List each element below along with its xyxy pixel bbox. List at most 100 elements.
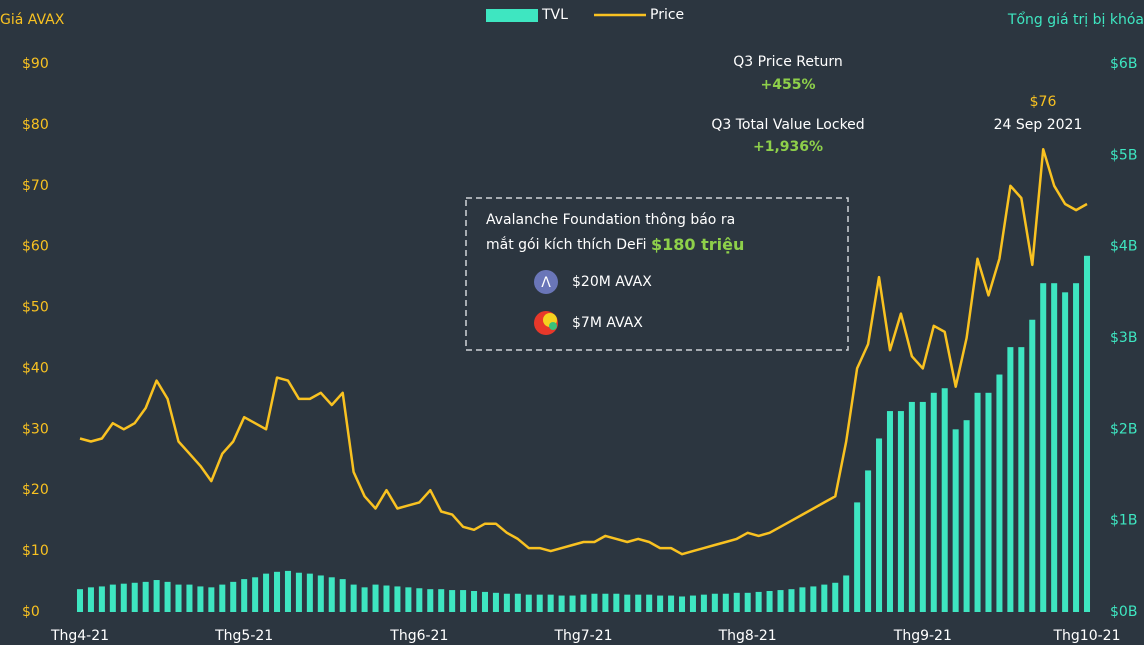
- bar: [558, 595, 565, 612]
- bar: [832, 582, 839, 612]
- x-tick-label: Thg8-21: [718, 628, 777, 644]
- bar: [766, 590, 773, 612]
- bar: [317, 575, 324, 612]
- bar: [722, 593, 729, 612]
- bar: [241, 579, 248, 612]
- bar: [514, 593, 521, 612]
- annotation: Q3 Price Return: [733, 54, 842, 70]
- bar: [492, 592, 499, 612]
- bar: [700, 594, 707, 612]
- annotation: +455%: [761, 77, 816, 93]
- annotation: $76: [1030, 94, 1057, 110]
- bar: [788, 589, 795, 612]
- y-tick-label: $60: [22, 239, 49, 255]
- bar: [930, 392, 937, 612]
- bar: [175, 584, 182, 612]
- bar: [339, 579, 346, 612]
- y2-tick-label: $1B: [1110, 513, 1137, 529]
- bar: [164, 581, 171, 612]
- bar: [372, 584, 379, 612]
- bar: [252, 577, 259, 612]
- bar: [1040, 283, 1047, 612]
- annotation: $7M AVAX: [572, 315, 643, 331]
- bar: [613, 593, 620, 612]
- bar: [1007, 347, 1014, 612]
- bar: [306, 573, 313, 612]
- bar: [908, 401, 915, 612]
- bar: [777, 590, 784, 612]
- bar: [1062, 292, 1069, 612]
- bar: [328, 577, 335, 612]
- bar: [843, 575, 850, 612]
- bar: [711, 593, 718, 612]
- bar: [755, 591, 762, 612]
- bar: [733, 592, 740, 612]
- x-tick-label: Thg9-21: [893, 628, 952, 644]
- bar: [503, 593, 510, 612]
- bar: [361, 587, 368, 612]
- legend-label: Price: [650, 7, 684, 23]
- bar: [941, 388, 948, 612]
- y-tick-label: $10: [22, 543, 49, 559]
- bar: [438, 589, 445, 612]
- bar: [76, 589, 84, 612]
- annotation: +1,936%: [753, 139, 823, 155]
- y-tick-label: $0: [22, 604, 40, 620]
- bar: [668, 595, 675, 612]
- annotation: mắt gói kích thích DeFi: [486, 236, 647, 253]
- bar: [142, 581, 149, 612]
- annotation: 24 Sep 2021: [994, 117, 1083, 133]
- bar: [153, 580, 160, 612]
- bar: [525, 594, 532, 612]
- annotation: Q3 Total Value Locked: [711, 117, 864, 133]
- bar: [974, 392, 981, 612]
- bar: [350, 584, 357, 612]
- bar: [897, 411, 904, 612]
- bar: [383, 585, 390, 612]
- bar: [569, 595, 576, 612]
- y2-tick-label: $6B: [1110, 56, 1137, 72]
- bar: [580, 594, 587, 612]
- annotation: Avalanche Foundation thông báo ra: [486, 212, 735, 228]
- x-tick-label: Thg10-21: [1053, 628, 1121, 644]
- bar: [646, 594, 653, 612]
- bar: [810, 586, 817, 612]
- legend-label: TVL: [541, 7, 568, 23]
- bar: [689, 595, 696, 612]
- y2-tick-label: $0B: [1110, 604, 1137, 620]
- bar: [1029, 319, 1036, 612]
- icon-curve-inner: [549, 322, 557, 330]
- bar: [602, 593, 609, 612]
- bar: [985, 392, 992, 612]
- bar: [197, 586, 204, 612]
- bar: [591, 593, 598, 612]
- bar: [394, 586, 401, 612]
- bar: [886, 411, 893, 612]
- y2-axis-label: Tổng giá trị bị khóa: [1007, 11, 1144, 28]
- bar: [460, 590, 467, 612]
- bar: [624, 594, 631, 612]
- bar: [679, 596, 686, 612]
- bar: [449, 590, 456, 612]
- bar: [996, 374, 1003, 612]
- bar: [416, 588, 423, 612]
- annotation: mắt gói kích thích DeFi $180 triệu: [486, 235, 744, 254]
- bar: [854, 502, 861, 612]
- annotation-box: [465, 197, 849, 351]
- x-tick-label: Thg5-21: [214, 628, 273, 644]
- x-tick-label: Thg7-21: [553, 628, 612, 644]
- bar: [744, 592, 751, 612]
- bar: [120, 583, 127, 612]
- x-tick-label: Thg4-21: [50, 628, 109, 644]
- y-tick-label: $20: [22, 482, 49, 498]
- bar: [635, 594, 642, 612]
- bar: [1083, 255, 1091, 613]
- y-tick-label: $30: [22, 421, 49, 437]
- annotation: $20M AVAX: [572, 274, 652, 290]
- bar: [865, 470, 872, 612]
- bar: [821, 584, 828, 612]
- bar: [274, 571, 281, 612]
- x-tick-label: Thg6-21: [389, 628, 448, 644]
- bar: [799, 587, 806, 612]
